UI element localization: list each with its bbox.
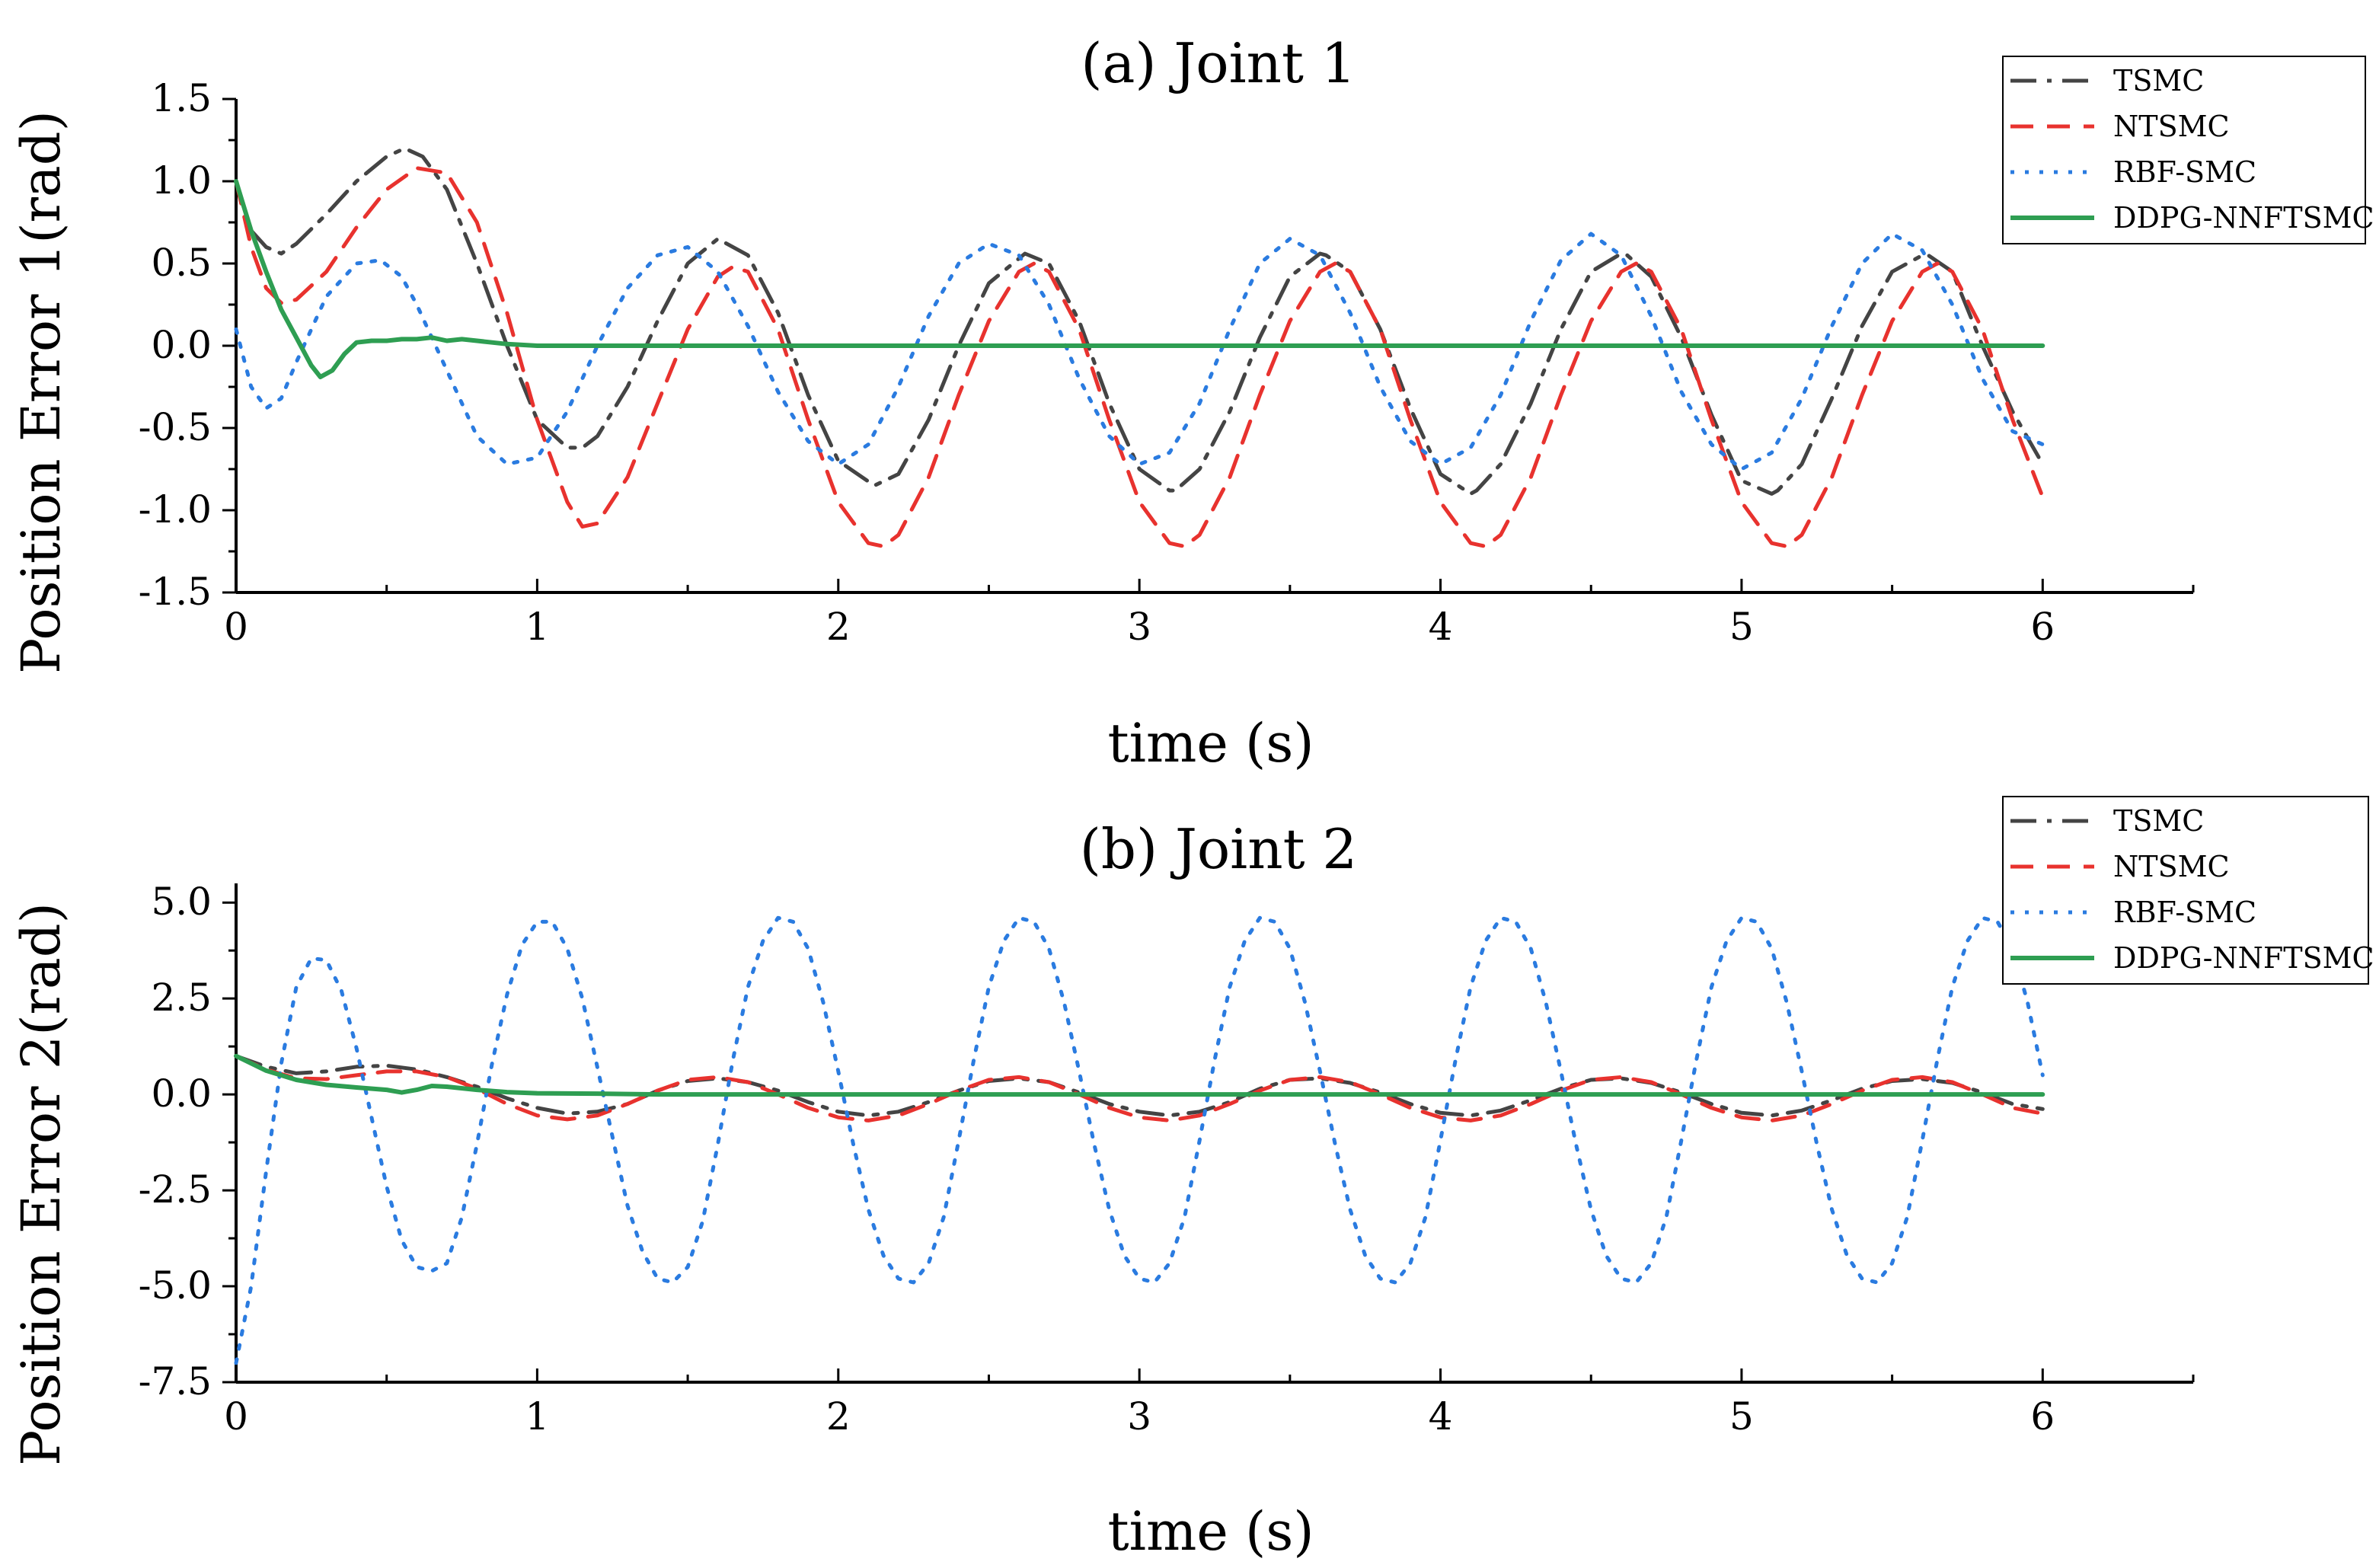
x-tick-label: 0 [224,1394,248,1439]
y-tick-label: 2.5 [151,976,212,1020]
y-tick-label: 0.5 [151,241,212,285]
y-tick-label: 5.0 [151,880,212,924]
x-tick-label: 2 [826,605,851,649]
series-line-rbf-smc [234,232,2045,471]
legend-label: DDPG-NNFTSMC [2113,941,2374,975]
legend-box [2002,56,2366,244]
x-tick-label: 1 [525,605,549,649]
legend-label: NTSMC [2113,850,2230,883]
x-tick-label: 1 [525,1394,549,1439]
y-tick-label: -2.5 [139,1167,212,1212]
series-line-rbf-smc [234,915,2045,1365]
series-line-tsmc [234,146,2045,496]
x-axis-label: time (s) [1107,1500,1314,1563]
x-tick-label: 0 [224,605,248,649]
legend-label: RBF-SMC [2113,155,2256,189]
y-tick-label: -7.5 [139,1359,212,1404]
y-axis-label: Position Error 1(rad) [10,110,72,674]
chart-title: (b) Joint 2 [1080,817,1357,881]
legend-label: RBF-SMC [2113,896,2256,929]
x-tick-label: 3 [1127,1394,1151,1439]
series-line-ddpg-nnftsmc [234,1053,2045,1097]
y-axis-label: Position Error 2(rad) [10,902,72,1466]
y-tick-label: 1.0 [151,158,212,203]
x-tick-label: 4 [1429,605,1453,649]
legend: TSMC NTSMC RBF-SMC DDPG-NNFTSMC [2002,56,2374,244]
plot-area: 0 1 2 3 4 5 6 1.5 1.0 0.5 0.0 -0.5 -1.0 -1.5 [139,76,2195,649]
y-tick-label: 1.5 [151,76,212,120]
legend-label: TSMC [2113,64,2204,97]
y-tick-label: -0.5 [139,405,212,449]
legend: TSMC NTSMC RBF-SMC DDPG-NNFTSMC [2002,796,2374,985]
y-tick-label: 0.0 [151,1071,212,1116]
legend-label: NTSMC [2113,110,2230,143]
legend-box [2002,796,2369,985]
x-tick-label: 6 [2030,605,2055,649]
legend-label: TSMC [2113,804,2204,838]
x-tick-label: 3 [1127,605,1151,649]
series-line-ddpg-nnftsmc [234,179,2045,379]
y-tick-label: -5.0 [139,1263,212,1308]
series-line-ntsmc [234,166,2045,548]
panel-joint-1: (a) Joint 1 time (s) Position Error 1(ra… [10,31,2374,774]
y-tick-label: 0.0 [151,323,212,367]
panel-joint-2: (b) Joint 2 time (s) Position Error 2(ra… [10,796,2374,1563]
series-line-ntsmc [234,1054,2045,1123]
y-tick-label: -1.0 [139,487,212,532]
x-tick-label: 5 [1729,1394,1754,1439]
x-tick-label: 5 [1729,605,1754,649]
chart-title: (a) Joint 1 [1081,31,1356,95]
x-tick-label: 6 [2030,1394,2055,1439]
series-line-tsmc [234,1054,2045,1118]
legend-label: DDPG-NNFTSMC [2113,201,2374,235]
y-tick-label: -1.5 [139,570,212,614]
plot-area: 0 1 2 3 4 5 6 5.0 2.5 0.0 -2.5 -5.0 -7.5 [139,880,2195,1439]
x-tick-label: 4 [1429,1394,1453,1439]
x-tick-label: 2 [826,1394,851,1439]
x-axis-label: time (s) [1107,712,1314,774]
